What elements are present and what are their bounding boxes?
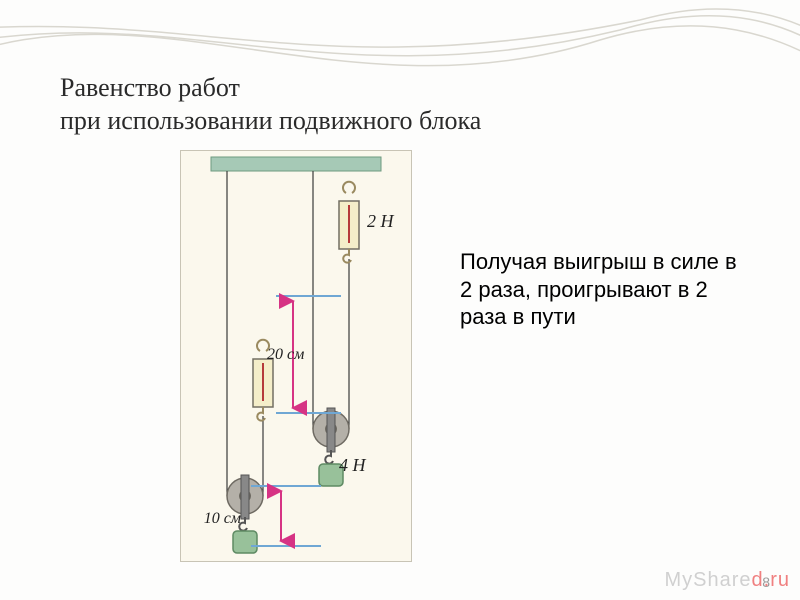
slide-title: Равенство работ при использовании подвиж…: [60, 72, 481, 137]
caption-text: Получая выигрыш в силе в 2 раза, проигры…: [460, 248, 740, 331]
title-line-2: при использовании подвижного блока: [60, 106, 481, 135]
watermark-part-b: d.ru: [752, 569, 790, 591]
label-20cm: 20 см: [267, 346, 304, 363]
ceiling-bar: [211, 157, 381, 171]
label-2n: 2 H: [367, 211, 395, 231]
right-dynamometer: [339, 182, 359, 263]
right-pulley: [313, 408, 349, 452]
left-weight: [233, 531, 257, 553]
label-4n: 4 H: [339, 455, 367, 475]
watermark: MyShared.ru: [665, 569, 791, 592]
title-line-1: Равенство работ: [60, 73, 240, 102]
pulley-diagram: 2 H 4 H 20 см 10 см: [180, 150, 412, 562]
watermark-part-a: MyShare: [665, 569, 752, 591]
label-10cm: 10 см: [204, 510, 241, 527]
